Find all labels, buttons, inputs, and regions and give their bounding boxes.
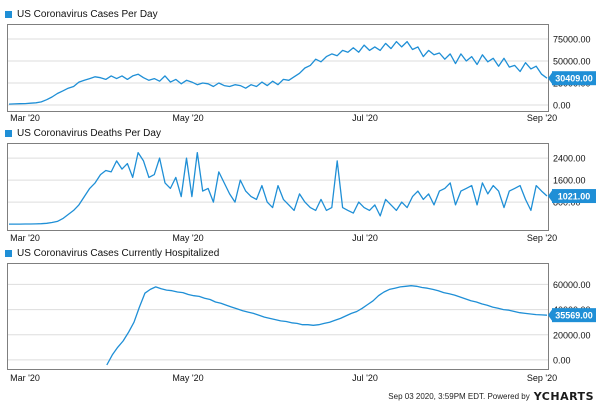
footer: Sep 03 2020, 3:59PM EDT. Powered by YCHA… bbox=[388, 390, 594, 403]
x-tick-label: Sep '20 bbox=[527, 233, 557, 243]
x-tick-label: Mar '20 bbox=[10, 233, 40, 243]
chart-title-deaths-label: US Coronavirus Deaths Per Day bbox=[17, 128, 161, 139]
series-line bbox=[8, 40, 548, 105]
x-tick-label: Sep '20 bbox=[527, 113, 557, 123]
chart-title-hospitalized: US Coronavirus Cases Currently Hospitali… bbox=[5, 248, 219, 259]
chart-title-hospitalized-label: US Coronavirus Cases Currently Hospitali… bbox=[17, 248, 220, 259]
last-value-label: 30409.00 bbox=[555, 74, 593, 84]
last-value-badge: 30409.00 bbox=[548, 71, 596, 86]
last-value-badge: 35569.00 bbox=[548, 308, 596, 323]
last-value-label: 1021.00 bbox=[558, 192, 591, 202]
x-tick-label: May '20 bbox=[172, 113, 203, 123]
chart-title-deaths: US Coronavirus Deaths Per Day bbox=[5, 128, 161, 139]
ycharts-logo[interactable]: YCHARTS bbox=[533, 390, 594, 403]
x-tick-label: Sep '20 bbox=[527, 373, 557, 383]
y-tick-label: 2400.00 bbox=[553, 154, 586, 164]
x-tick-label: Mar '20 bbox=[10, 373, 40, 383]
y-tick-label: 0.00 bbox=[553, 100, 571, 110]
x-tick-label: May '20 bbox=[172, 233, 203, 243]
footer-text: Sep 03 2020, 3:59PM EDT. Powered by bbox=[388, 392, 530, 401]
chart-title-cases: US Coronavirus Cases Per Day bbox=[5, 9, 158, 20]
y-tick-label: 1600.00 bbox=[553, 176, 586, 186]
last-value-badge: 1021.00 bbox=[548, 189, 596, 204]
y-tick-label: 20000.00 bbox=[553, 330, 591, 340]
series-line bbox=[9, 151, 548, 225]
legend-swatch-hospitalized bbox=[5, 250, 12, 257]
y-tick-label: 75000.00 bbox=[553, 34, 591, 44]
x-tick-label: Jul '20 bbox=[352, 113, 378, 123]
y-tick-label: 0.00 bbox=[553, 355, 571, 365]
last-value-label: 35569.00 bbox=[555, 311, 593, 321]
plot-area-hospitalized bbox=[7, 263, 549, 370]
x-tick-label: Jul '20 bbox=[352, 233, 378, 243]
series-line bbox=[106, 285, 548, 366]
y-tick-label: 50000.00 bbox=[553, 56, 591, 66]
x-tick-label: Mar '20 bbox=[10, 113, 40, 123]
legend-swatch-cases bbox=[5, 11, 12, 18]
y-tick-label: 60000.00 bbox=[553, 280, 591, 290]
x-tick-label: Jul '20 bbox=[352, 373, 378, 383]
legend-swatch-deaths bbox=[5, 130, 12, 137]
x-tick-label: May '20 bbox=[172, 373, 203, 383]
chart-title-cases-label: US Coronavirus Cases Per Day bbox=[17, 9, 158, 20]
